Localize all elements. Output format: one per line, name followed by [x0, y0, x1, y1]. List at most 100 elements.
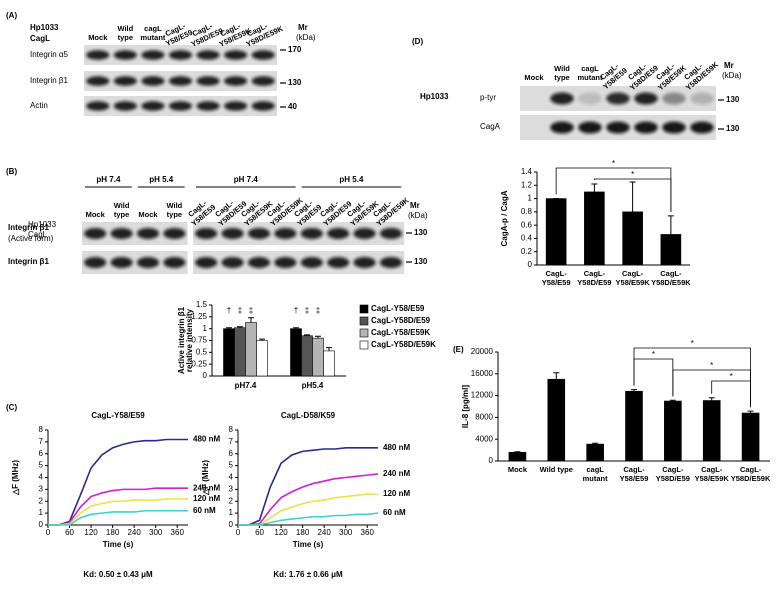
group-label: pH 5.4	[149, 175, 174, 184]
significance-mark: †	[294, 306, 298, 315]
mr-unit: (kDa)	[296, 33, 316, 42]
blot-band	[634, 92, 658, 105]
x-tick-label: 240	[317, 528, 331, 537]
x-tick-label: CagL-Y58D/E59	[655, 465, 690, 483]
y-tick-label: 8	[39, 425, 44, 434]
blot-band	[379, 256, 403, 269]
y-tick-label: 1.5	[196, 300, 208, 309]
blot-band	[634, 121, 658, 134]
blot-band	[84, 227, 107, 240]
x-tick-label: CagL-Y58D/E59	[577, 269, 612, 287]
row-label: Integrin α5	[30, 50, 69, 59]
blot-band	[274, 256, 297, 269]
significance-bracket	[593, 178, 672, 212]
y-tick-label: 20000	[471, 347, 494, 356]
blot-band	[86, 101, 110, 111]
line-series	[48, 509, 188, 526]
row-label: Integrin β1	[8, 257, 49, 266]
significance-mark: ‡	[249, 306, 253, 315]
row-label: Integrin β1	[30, 76, 69, 85]
blot-band	[690, 121, 714, 134]
error-bar	[747, 410, 754, 414]
error-bar	[553, 372, 560, 380]
y-tick-label: 0	[39, 520, 44, 529]
error-bar	[326, 347, 332, 351]
y-tick-label: 0	[203, 371, 208, 380]
y-tick-label: 3	[39, 484, 44, 493]
error-bar	[708, 397, 715, 401]
blot-band	[168, 101, 193, 111]
blot-band	[110, 227, 133, 240]
significance-mark: ‡	[316, 306, 320, 315]
x-tick-label: cagL mutant	[582, 465, 608, 483]
blot-band	[163, 227, 186, 240]
x-axis-label: Time (s)	[103, 540, 134, 549]
bar	[660, 234, 682, 266]
error-bar	[631, 389, 637, 392]
mw-marker: 130	[414, 257, 428, 266]
blot-band	[690, 92, 714, 105]
x-tick-label: CagL-Y58/E59	[619, 465, 649, 483]
y-tick-label: 12000	[471, 391, 494, 400]
blot-band	[578, 92, 602, 105]
row-label: CagA	[480, 122, 501, 131]
bar	[547, 378, 566, 462]
y-tick-label: 1.25	[191, 312, 207, 321]
x-tick-label: 120	[84, 528, 98, 537]
y-tick-label: 2	[39, 496, 44, 505]
y-tick-label: 0	[528, 260, 533, 269]
error-bar	[237, 326, 243, 328]
y-tick-label: 4	[39, 473, 44, 482]
blot-band	[247, 227, 271, 240]
legend-swatch	[359, 316, 369, 326]
x-tick-label: 0	[236, 528, 241, 537]
x-tick-label: CagL-Y58/E59K	[615, 269, 650, 287]
blot-band	[550, 92, 574, 105]
lane-label: cagL mutant	[577, 64, 603, 82]
chart-title: CagL-D58/K59	[281, 411, 336, 420]
blot-band	[221, 227, 244, 240]
blot-band	[84, 256, 107, 269]
significance-label: *	[631, 170, 634, 179]
bar	[622, 211, 643, 266]
error-bar	[304, 334, 310, 336]
blot-band	[136, 256, 160, 269]
row-label: Actin	[30, 101, 48, 110]
row-label: p-tyr	[480, 93, 496, 102]
panel-label: (E)	[453, 345, 464, 354]
significance-bracket	[633, 358, 674, 397]
blot-band	[353, 256, 376, 269]
blot-band	[300, 227, 323, 240]
y-tick-label: 7	[39, 437, 44, 446]
x-tick-label: pH5.4	[302, 381, 324, 390]
bar	[625, 390, 643, 462]
bar	[234, 327, 246, 377]
panel-label: (B)	[6, 167, 17, 176]
blot-band	[113, 76, 137, 86]
bar	[586, 443, 604, 462]
panel-label: (D)	[412, 37, 423, 46]
blot-band	[300, 256, 323, 269]
lane-label: Mock	[524, 72, 544, 82]
x-tick-label: CagL-Y58D/E59K	[730, 465, 771, 483]
blot-band	[224, 50, 248, 60]
y-axis-label: relative intensity	[185, 308, 194, 372]
error-bar	[591, 183, 598, 192]
error-bar	[667, 215, 674, 235]
lane-label: Wild type	[113, 201, 130, 219]
blot-band	[353, 227, 376, 240]
x-tick-label: 180	[106, 528, 120, 537]
kd-note: Kd: 1.76 ± 0.66 μM	[273, 570, 343, 579]
blot-band	[195, 256, 218, 269]
legend-label: CagL-Y58/E59K	[371, 328, 430, 337]
error-bar	[629, 181, 636, 212]
blot-band	[196, 50, 220, 60]
y-tick-label: 0.25	[191, 359, 207, 368]
y-axis-label: IL-8 [pg/ml]	[461, 385, 470, 428]
blot-band	[662, 92, 686, 105]
series-label: 120 nM	[193, 494, 220, 503]
panel-label: (C)	[6, 403, 17, 412]
series-label: 60 nM	[383, 508, 406, 517]
x-tick-label: CagL-Y58D/E59K	[651, 269, 691, 287]
